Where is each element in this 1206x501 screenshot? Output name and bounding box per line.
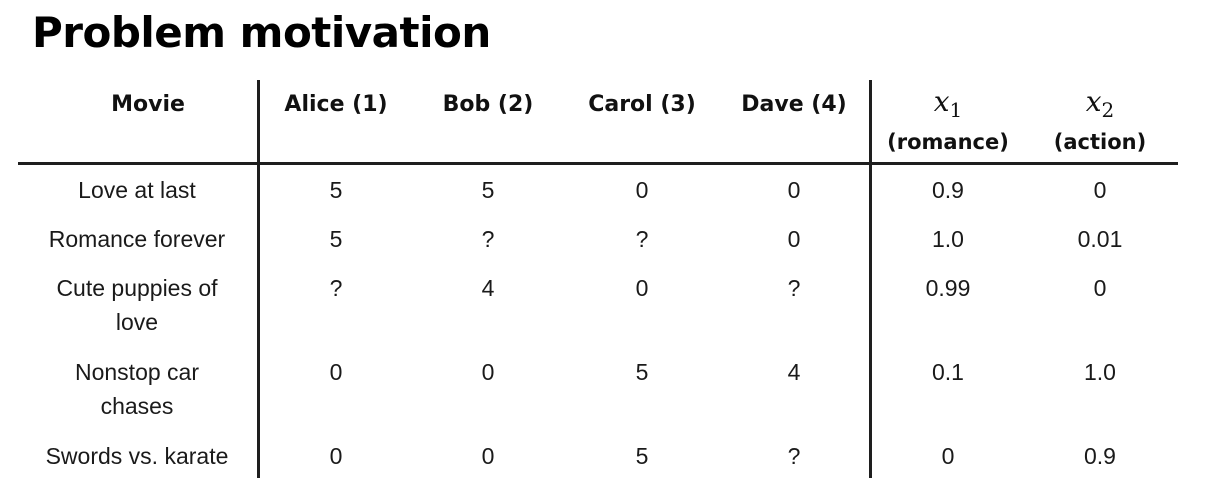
header-divider-line <box>18 162 1178 165</box>
feature-label-romance: (romance) <box>887 130 1009 154</box>
rating-alice: ? <box>329 275 343 301</box>
feature-variable-x2: x2 <box>1085 85 1115 123</box>
feature-action-value: 1.0 <box>1084 359 1116 385</box>
feature-variable-x1: x1 <box>933 85 963 123</box>
rating-carol: 0 <box>635 177 649 203</box>
header-user-carol: Carol (3) <box>588 92 696 117</box>
movie-title: Cute puppies of love <box>56 275 218 335</box>
header-user-bob: Bob (2) <box>442 92 534 117</box>
rating-bob: 0 <box>481 359 495 385</box>
rating-carol: 5 <box>635 359 649 385</box>
rating-bob: ? <box>481 226 495 252</box>
rating-dave: 0 <box>787 177 801 203</box>
feature-action-value: 0 <box>1093 177 1107 203</box>
feature-romance-value: 0 <box>941 443 955 469</box>
rating-dave: 0 <box>787 226 801 252</box>
rating-alice: 0 <box>329 443 343 469</box>
movie-title: Nonstop car chases <box>74 359 199 419</box>
feature-action-value: 0.9 <box>1084 443 1116 469</box>
feature-action-value: 0.01 <box>1077 226 1123 252</box>
rating-dave: 4 <box>787 359 801 385</box>
feature-romance-value: 0.9 <box>932 177 964 203</box>
movie-title: Swords vs. karate <box>45 443 229 469</box>
feature-action-value: 0 <box>1093 275 1107 301</box>
header-feature-action: x2 (action) <box>1030 85 1170 155</box>
rating-bob: 5 <box>481 177 495 203</box>
rating-bob: 0 <box>481 443 495 469</box>
movie-title: Romance forever <box>48 226 226 252</box>
header-feature-romance: x1 (romance) <box>878 85 1018 155</box>
rating-dave: ? <box>787 443 801 469</box>
feature-label-action: (action) <box>1053 130 1147 154</box>
feature-column-divider <box>869 80 872 478</box>
rating-carol: 5 <box>635 443 649 469</box>
feature-romance-value: 0.1 <box>932 359 964 385</box>
rating-alice: 5 <box>329 177 343 203</box>
rating-dave: ? <box>787 275 801 301</box>
header-user-alice: Alice (1) <box>284 92 388 117</box>
rating-alice: 0 <box>329 359 343 385</box>
rating-carol: ? <box>635 226 649 252</box>
feature-romance-value: 1.0 <box>932 226 964 252</box>
rating-bob: 4 <box>481 275 495 301</box>
feature-romance-value: 0.99 <box>925 275 971 301</box>
rating-carol: 0 <box>635 275 649 301</box>
movie-title: Love at last <box>78 177 196 203</box>
movie-column-divider <box>257 80 260 478</box>
header-movie: Movie <box>111 92 185 117</box>
header-user-dave: Dave (4) <box>741 92 847 117</box>
rating-alice: 5 <box>329 226 343 252</box>
slide-title: Problem motivation <box>32 8 491 57</box>
